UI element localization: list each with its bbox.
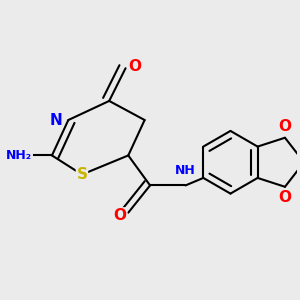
Text: O: O	[129, 59, 142, 74]
Text: O: O	[278, 190, 292, 205]
Text: NH: NH	[175, 164, 196, 177]
Text: N: N	[50, 112, 62, 128]
Text: NH₂: NH₂	[6, 149, 32, 162]
Text: O: O	[278, 119, 292, 134]
Text: O: O	[114, 208, 127, 223]
Text: S: S	[76, 167, 87, 182]
